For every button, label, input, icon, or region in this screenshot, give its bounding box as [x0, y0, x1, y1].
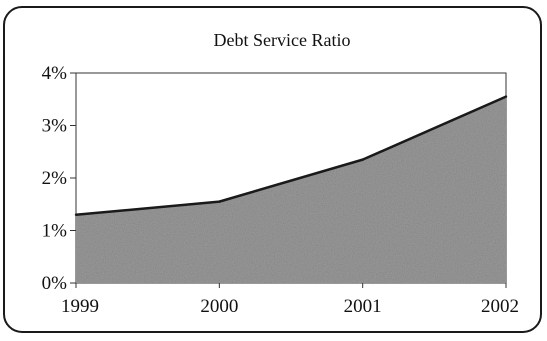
chart-title: Debt Service Ratio	[214, 30, 351, 50]
y-tick-label: 0%	[42, 273, 68, 294]
data-point	[74, 213, 78, 216]
y-tick-label: 4%	[42, 63, 68, 84]
series-area	[76, 96, 506, 283]
y-tick-label: 1%	[42, 221, 68, 242]
data-point	[361, 158, 364, 161]
x-tick-label: 1999	[61, 296, 99, 317]
x-tick-label: 2001	[344, 296, 382, 317]
data-point	[504, 95, 508, 98]
data-point	[218, 200, 221, 203]
x-tick-label: 2002	[481, 296, 519, 317]
y-tick-label: 3%	[42, 116, 68, 137]
series-line	[75, 95, 507, 216]
x-axis: 1999 2000 2001 2002	[61, 283, 519, 317]
x-tick-label: 2000	[200, 296, 238, 317]
y-axis: 0% 1% 2% 3% 4%	[42, 63, 76, 294]
y-tick-label: 2%	[42, 168, 68, 189]
